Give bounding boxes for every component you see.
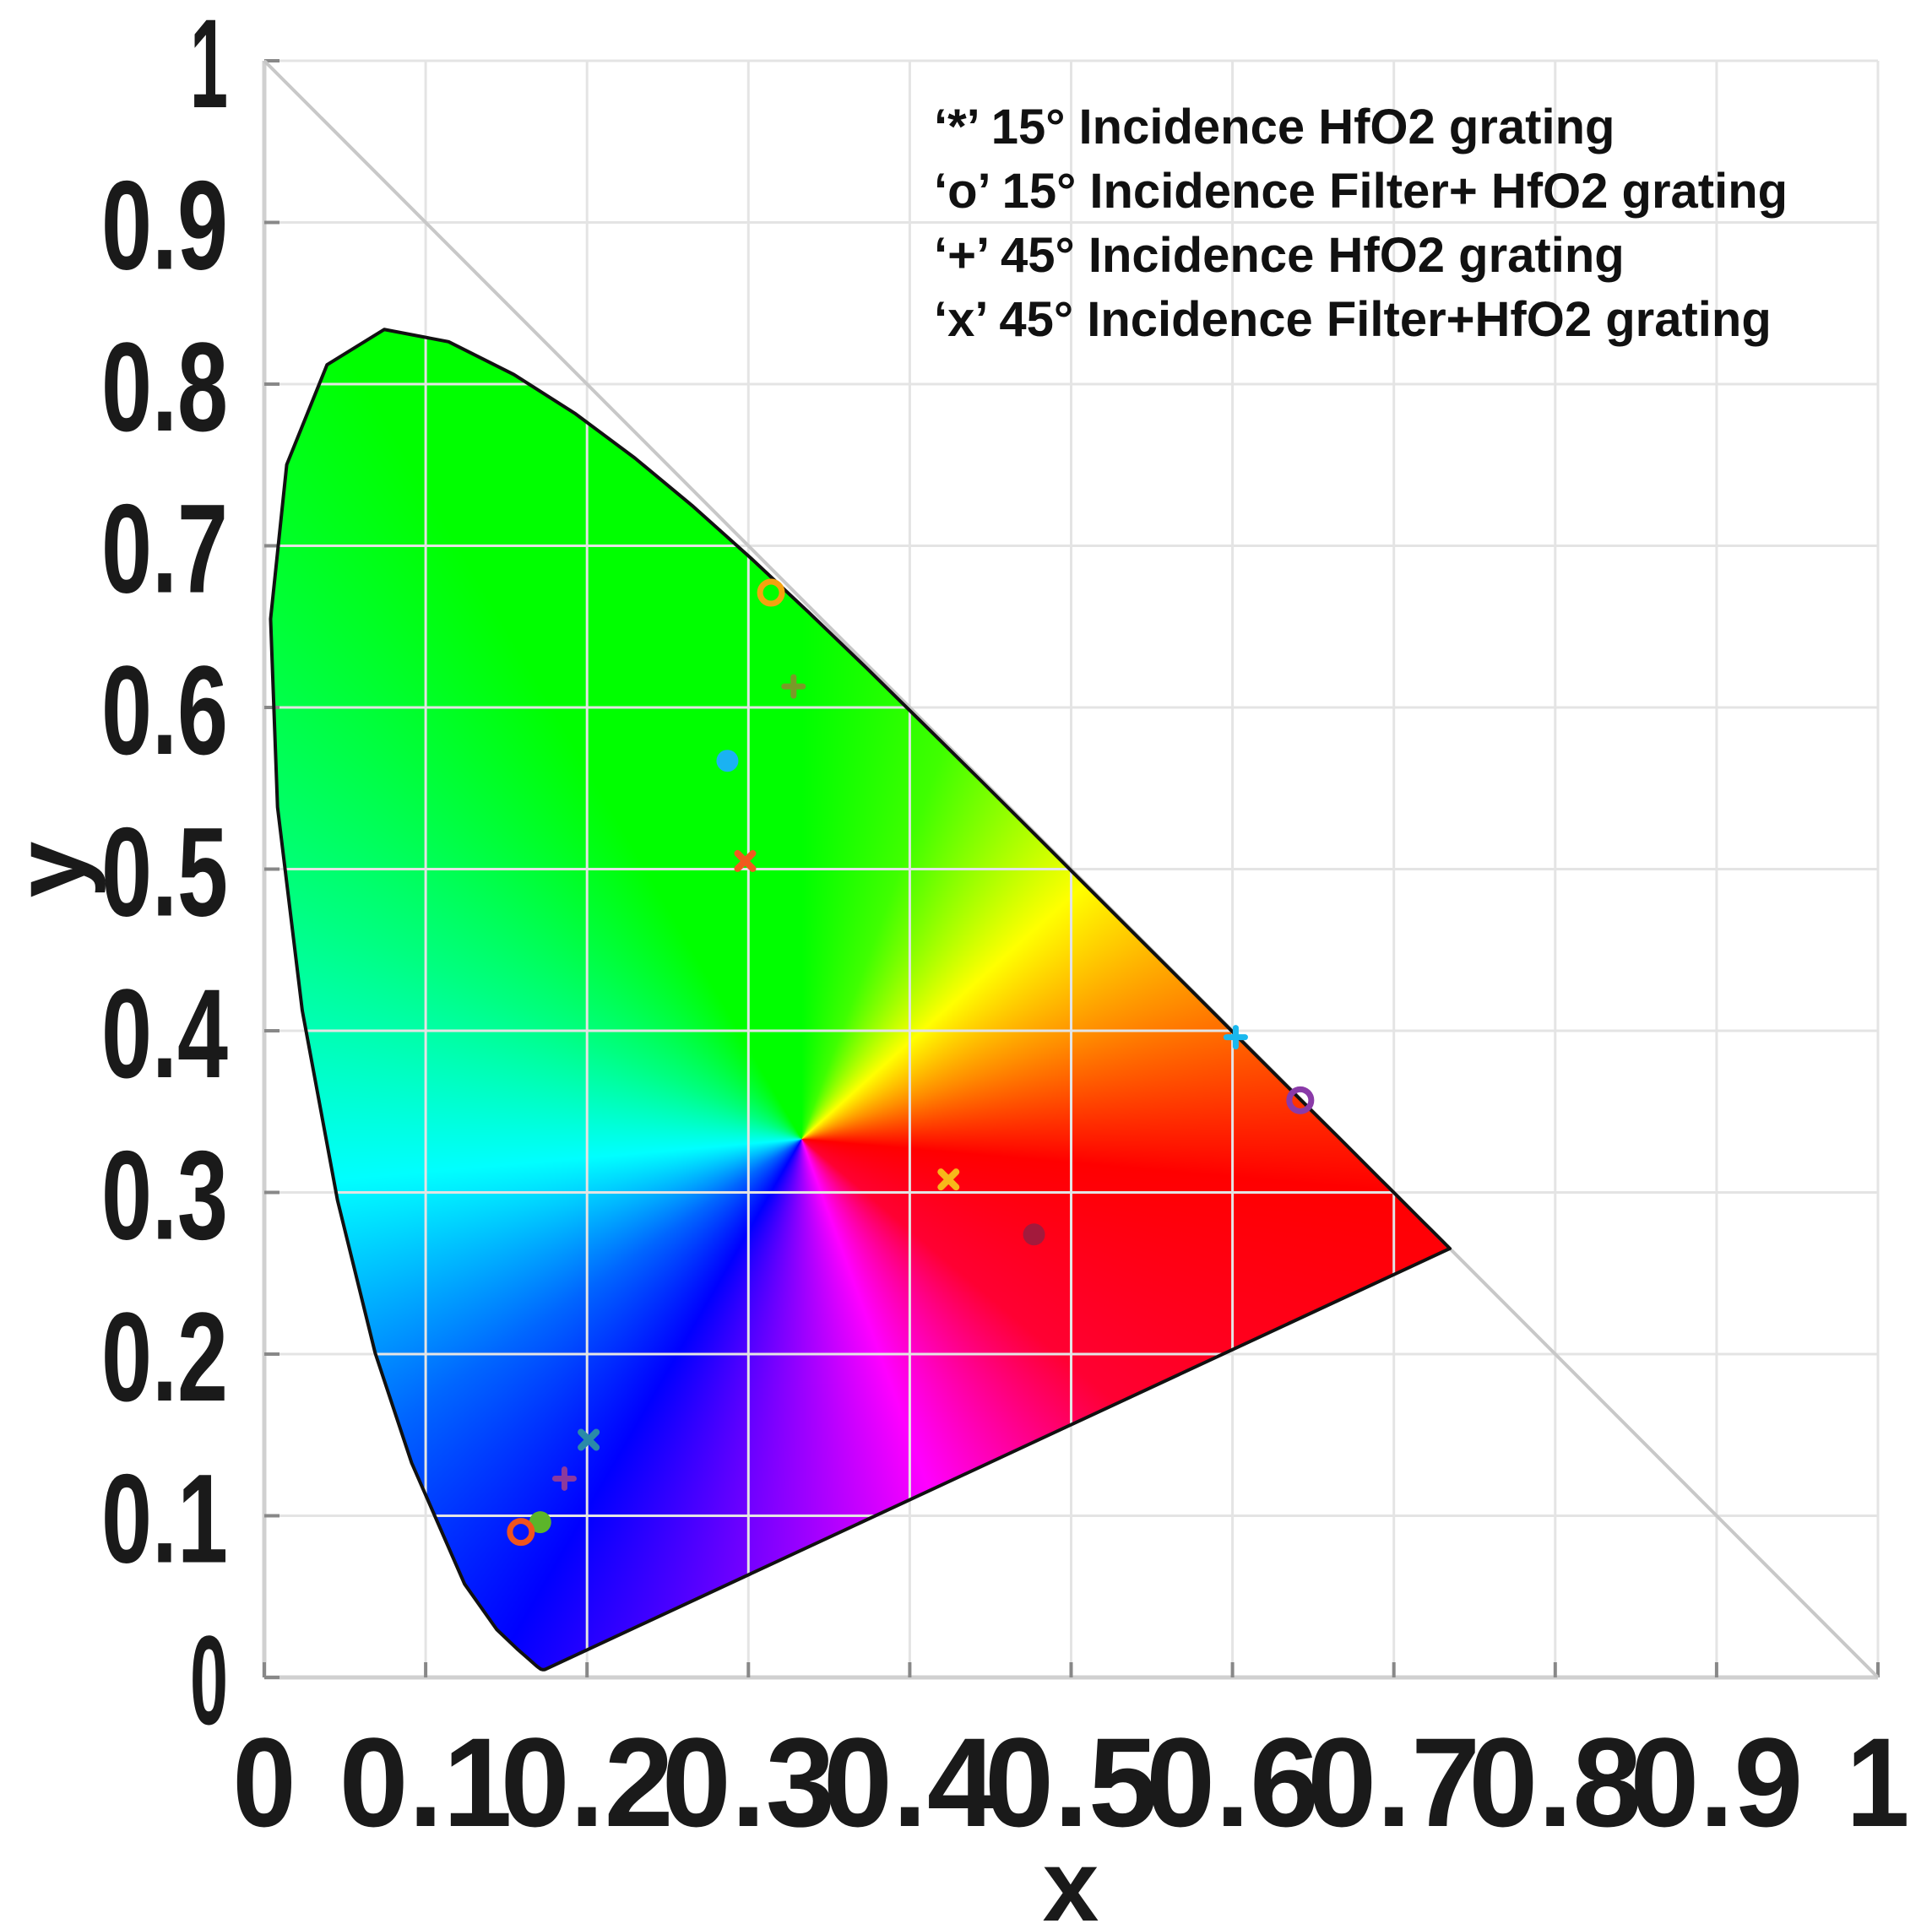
y-tick-label: 0.2 — [101, 1286, 228, 1428]
data-point-dot — [716, 750, 739, 772]
data-point-circle — [757, 578, 785, 607]
x-tick-label: 0.4 — [823, 1711, 996, 1853]
x-tick-label: 0 — [233, 1711, 296, 1853]
spectral-locus-path — [269, 328, 1452, 1672]
legend-entry-circle: ‘o’ 15° Incidence Filter+ HfO2 grating — [934, 164, 1788, 219]
grid-lines — [263, 59, 1880, 1679]
series-dot — [529, 750, 1045, 1534]
x-tick-label: 0.5 — [985, 1711, 1158, 1853]
data-point-plus — [551, 1466, 577, 1491]
x-tick-labels: 0 0.10.20.30.40.50.60.70.80.9 1 — [233, 1711, 1910, 1853]
series-circle — [507, 578, 1315, 1547]
x-axis-label: x — [1043, 1829, 1099, 1929]
x-tick-label: 0.9 — [1630, 1711, 1803, 1853]
x-tick-label: 0.2 — [501, 1711, 674, 1853]
y-tick-label: 0.5 — [101, 801, 228, 943]
y-tick-labels: 0 0.1 0.2 0.3 0.4 0.5 0.6 0.7 0.8 0.9 1 — [101, 0, 228, 1751]
x-tick-label: 0.8 — [1468, 1711, 1642, 1853]
data-point-x — [937, 1168, 960, 1191]
legend-entry-x: ‘x’ 45° Incidence Filter+HfO2 grating — [934, 292, 1772, 347]
data-point-plus — [1223, 1025, 1248, 1050]
x-tick-label: 0.7 — [1307, 1711, 1480, 1853]
y-tick-label: 1 — [190, 0, 228, 134]
x-tick-label: 0.1 — [339, 1711, 513, 1853]
legend: ‘*’ 15° Incidence HfO2 grating ‘o’ 15° I… — [934, 100, 1788, 347]
data-point-x — [734, 849, 757, 872]
y-tick-label: 0.8 — [101, 316, 228, 458]
y-tick-label: 0.1 — [101, 1448, 228, 1590]
y-tick-label: 0.3 — [101, 1124, 228, 1266]
series-x — [578, 849, 960, 1451]
spectral-locus-outline — [269, 328, 1452, 1672]
data-point-dot — [1023, 1223, 1045, 1246]
data-point-dot — [529, 1511, 551, 1534]
x-tick-label: 1 — [1847, 1711, 1910, 1853]
y-tick-label: 0 — [190, 1609, 228, 1751]
data-point-x — [578, 1428, 600, 1451]
series-plus — [551, 674, 1248, 1491]
data-point-plus — [781, 674, 806, 699]
y-axis-label: y — [0, 841, 106, 897]
y-tick-label: 0.4 — [101, 962, 228, 1104]
data-point-circle — [1286, 1086, 1315, 1114]
y-tick-label: 0.6 — [101, 639, 228, 781]
legend-entry-star: ‘*’ 15° Incidence HfO2 grating — [934, 100, 1615, 154]
legend-entry-plus: ‘+’ 45° Incidence HfO2 grating — [934, 228, 1625, 283]
data-points — [507, 578, 1315, 1547]
y-tick-label: 0.7 — [101, 478, 228, 620]
x-tick-label: 0.6 — [1146, 1711, 1319, 1853]
data-point-circle — [507, 1518, 535, 1547]
y-tick-label: 0.9 — [101, 154, 228, 296]
x-tick-label: 0.3 — [662, 1711, 835, 1853]
